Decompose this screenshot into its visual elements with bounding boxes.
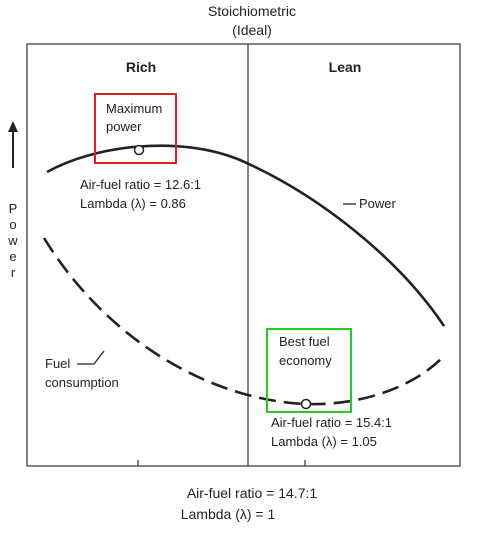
best-economy-highlight-box — [266, 328, 352, 413]
up-arrow-icon — [8, 121, 18, 168]
power-curve — [46, 144, 446, 327]
region-lean-label: Lean — [329, 59, 362, 75]
fuel-leader-line — [77, 350, 105, 365]
plot-frame — [26, 43, 461, 467]
stoich-lambda: Lambda (λ) = 1 — [181, 506, 276, 522]
max-power-highlight-box — [94, 93, 177, 164]
best-economy-label-line2: economy — [279, 353, 332, 368]
best-economy-point — [300, 398, 312, 410]
best-economy-lambda: Lambda (λ) = 1.05 — [271, 434, 377, 449]
header-line1: Stoichiometric — [208, 3, 296, 19]
fuel-consumption-label-line2: consumption — [45, 375, 119, 390]
power-label: Power — [359, 196, 397, 211]
y-axis-letter-3: w — [7, 233, 18, 248]
region-rich-label: Rich — [126, 59, 156, 75]
y-axis-letter-1: P — [9, 201, 18, 216]
max-power-point — [133, 144, 145, 156]
y-axis-letter-4: e — [9, 249, 16, 264]
max-power-label-line1: Maximum — [106, 101, 162, 116]
fuel-consumption-label-line1: Fuel — [45, 356, 70, 371]
best-economy-label-line1: Best fuel — [279, 334, 330, 349]
header-line2: (Ideal) — [232, 22, 272, 38]
max-power-lambda: Lambda (λ) = 0.86 — [80, 196, 186, 211]
max-power-ratio: Air-fuel ratio = 12.6:1 — [80, 177, 201, 192]
max-power-label-line2: power — [106, 119, 142, 134]
best-economy-ratio: Air-fuel ratio = 15.4:1 — [271, 415, 392, 430]
y-axis-letter-2: o — [9, 217, 16, 232]
y-axis-letter-5: r — [11, 265, 16, 280]
stoich-ratio: Air-fuel ratio = 14.7:1 — [187, 485, 318, 501]
